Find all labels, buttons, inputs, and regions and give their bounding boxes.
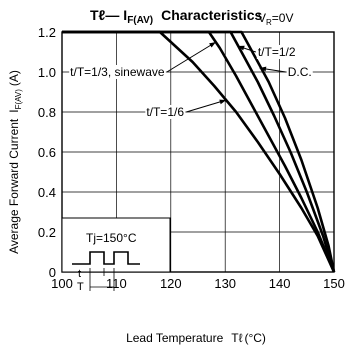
inset-frame [61, 217, 171, 273]
annotation-bg [145, 105, 186, 119]
annotation-arrowhead [209, 42, 216, 48]
plot-frame [61, 31, 335, 273]
annotation-leader [186, 99, 227, 113]
x-tick-label: 150 [323, 276, 345, 291]
annotation-bg [286, 65, 313, 79]
y-tick-label: 0 [49, 265, 56, 280]
x-axis-label: Lead Temperature Tℓ (°C) [126, 331, 266, 345]
condition-label: VR=0V [258, 11, 293, 27]
y-tick-label: 0.6 [38, 145, 56, 160]
annotation-bg [69, 65, 166, 79]
annotation-label: t/T=1/3, sinewave [70, 65, 165, 79]
series-line-1 [62, 30, 336, 273]
annotation-label: D.C. [288, 65, 312, 79]
x-tick-label: 100 [51, 276, 73, 291]
x-tick-label: 130 [214, 276, 236, 291]
x-tick-label: 110 [106, 276, 127, 291]
y-axis-label: Average Forward CurrentIF(AV)(A) [7, 70, 23, 254]
pulse-waveform-icon [72, 251, 140, 265]
inset-label: Tj=150°C [86, 231, 137, 245]
annotation-leader [166, 41, 217, 73]
y-tick-label: 0.4 [38, 185, 56, 200]
pulse-inset: Tj=150°C t T [61, 217, 171, 293]
annotation-bg [256, 45, 297, 59]
y-tick-label: 0.2 [38, 225, 56, 240]
series-line-3 [62, 30, 336, 273]
annotation-arrowhead [237, 45, 245, 51]
y-tick-label: 0.8 [38, 105, 56, 120]
inset-T-label: T [77, 281, 84, 293]
tick-labels: 100 110 120 130 140 150 0 0.2 0.4 0.6 0.8 1.0 1.2 [38, 25, 345, 291]
series-lines [62, 30, 336, 273]
annotations: t/T=1/3, sinewave t/T=1/2 D.C. t/T=1/6 [69, 41, 313, 119]
y-tick-label: 1.2 [38, 25, 56, 40]
x-tick-label: 140 [269, 276, 291, 291]
annotation-arrowhead [219, 99, 227, 105]
chart-title: Tℓ— IF(AV) Characteristics [90, 7, 262, 26]
x-tick-label: 120 [160, 276, 182, 291]
annotation-label: t/T=1/6 [146, 105, 184, 119]
series-line-0 [62, 30, 336, 273]
series-line-2 [62, 30, 336, 273]
inset-t-label: t [78, 268, 81, 280]
y-tick-label: 1.0 [38, 65, 56, 80]
annotation-arrowhead [259, 66, 267, 72]
annotation-label: t/T=1/2 [258, 45, 296, 59]
